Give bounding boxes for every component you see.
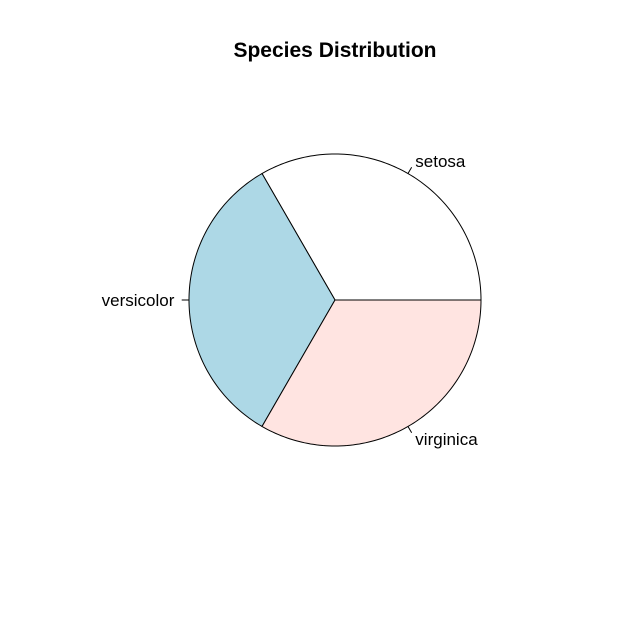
- pie-label-tick-setosa: [407, 166, 413, 174]
- pie-labels: setosa versicolor virginica: [102, 152, 479, 449]
- pie-label-virginica: virginica: [415, 430, 478, 449]
- pie-label-setosa: setosa: [415, 152, 466, 171]
- pie-label-tick-virginica: [407, 426, 413, 434]
- pie-label-versicolor: versicolor: [102, 291, 175, 310]
- pie-slices: [188, 153, 482, 447]
- chart-title: Species Distribution: [233, 39, 436, 62]
